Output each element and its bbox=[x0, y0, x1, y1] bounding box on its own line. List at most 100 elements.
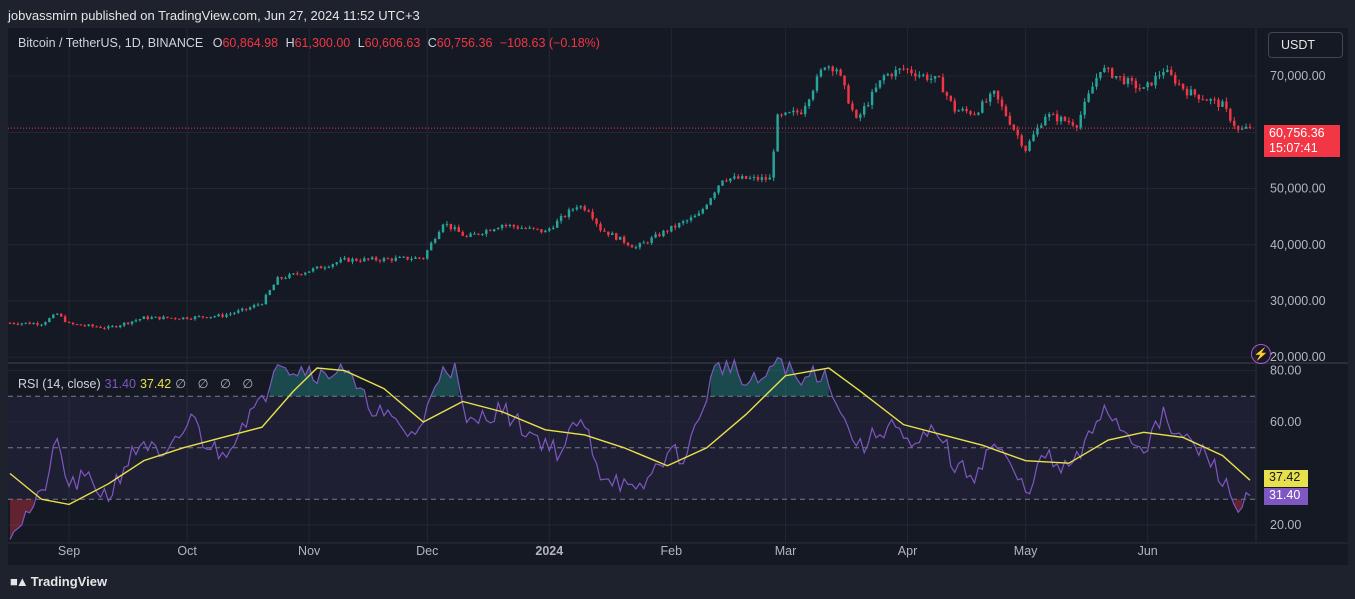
candle-body bbox=[796, 110, 799, 113]
candle-body bbox=[1000, 99, 1004, 107]
candle-body bbox=[422, 258, 425, 260]
candle-body bbox=[677, 223, 681, 228]
candle-body bbox=[646, 242, 649, 244]
candle-body bbox=[1087, 93, 1090, 102]
candle-body bbox=[1233, 120, 1236, 127]
candle-body bbox=[414, 257, 417, 259]
candle-body bbox=[1075, 125, 1079, 128]
candle-body bbox=[670, 225, 673, 232]
candle-body bbox=[1205, 99, 1208, 101]
candle-body bbox=[59, 313, 63, 317]
rsi-legend-value: 31.40 bbox=[104, 377, 136, 391]
candle-body bbox=[1158, 75, 1161, 77]
candle-body bbox=[1142, 87, 1145, 89]
candle-body bbox=[1162, 72, 1165, 76]
candle-body bbox=[1103, 67, 1106, 72]
bolt-icon[interactable]: ⚡ bbox=[1251, 344, 1271, 364]
candle-body bbox=[335, 262, 338, 265]
candle-body bbox=[729, 178, 732, 182]
candle-body bbox=[902, 68, 905, 70]
candle-body bbox=[941, 77, 945, 93]
ohlc-legend: Bitcoin / TetherUS, 1D, BINANCE O60,864.… bbox=[18, 36, 604, 50]
candle-body bbox=[485, 230, 488, 235]
candle-body bbox=[1059, 116, 1063, 122]
candle-body bbox=[953, 100, 956, 112]
candle-body bbox=[626, 242, 630, 246]
chart-canvas[interactable]: Sep Oct Nov Dec 2024 Feb Mar Apr May Jun 70,000.00… bbox=[8, 28, 1348, 565]
candle-body bbox=[292, 273, 295, 275]
candle-body bbox=[181, 317, 185, 320]
candle-body bbox=[618, 236, 622, 240]
candle-body bbox=[1221, 101, 1224, 107]
candle-body bbox=[150, 317, 153, 319]
candle-body bbox=[638, 243, 642, 248]
candle-body bbox=[705, 204, 708, 210]
candle-body bbox=[851, 103, 854, 110]
candle-body bbox=[992, 90, 996, 94]
rsi-axis-label: 60.00 bbox=[1270, 415, 1301, 429]
symbol-label: Bitcoin / TetherUS, 1D, BINANCE bbox=[18, 36, 204, 50]
candle-body bbox=[162, 316, 165, 320]
candle-body bbox=[91, 324, 94, 327]
candle-body bbox=[158, 316, 161, 320]
price-axis-label: 40,000.00 bbox=[1270, 238, 1326, 252]
candle-body bbox=[571, 209, 575, 211]
candle-body bbox=[733, 176, 736, 179]
candle-body bbox=[193, 316, 197, 320]
candle-body bbox=[95, 326, 98, 328]
candle-body bbox=[237, 310, 240, 313]
x-axis-label: Apr bbox=[898, 544, 917, 558]
high-value: 61,300.00 bbox=[294, 36, 351, 50]
candle-body bbox=[965, 108, 968, 112]
rsi-line bbox=[9, 356, 1251, 540]
tradingview-logo[interactable]: ■▲ TradingView bbox=[10, 574, 107, 589]
candle-body bbox=[1063, 116, 1067, 121]
candle-body bbox=[56, 313, 59, 315]
candle-body bbox=[1130, 78, 1134, 81]
candle-body bbox=[1229, 108, 1232, 121]
chart-panel[interactable]: Sep Oct Nov Dec 2024 Feb Mar Apr May Jun 70,000.00… bbox=[8, 28, 1348, 565]
candle-body bbox=[591, 211, 594, 219]
candle-body bbox=[311, 268, 315, 272]
candle-body bbox=[201, 316, 205, 318]
tradingview-logo-icon: ■▲ bbox=[10, 574, 29, 589]
candle-body bbox=[185, 317, 189, 319]
rsi-badge: 31.40 bbox=[1264, 488, 1308, 505]
candle-body bbox=[855, 109, 858, 118]
candle-body bbox=[374, 257, 378, 261]
candle-body bbox=[44, 322, 47, 325]
candle-body bbox=[351, 258, 354, 262]
candle-body bbox=[40, 324, 43, 326]
candle-body bbox=[528, 227, 531, 229]
candle-body bbox=[75, 324, 79, 326]
candle-body bbox=[894, 69, 897, 77]
candle-body bbox=[426, 250, 429, 259]
candle-body bbox=[752, 176, 756, 178]
candle-body bbox=[615, 233, 618, 240]
candle-body bbox=[319, 266, 323, 269]
candle-body bbox=[28, 322, 31, 325]
candle-body bbox=[1240, 128, 1244, 130]
candle-body bbox=[508, 224, 512, 226]
candle-body bbox=[1040, 125, 1043, 128]
candle-body bbox=[465, 235, 468, 237]
candle-body bbox=[288, 274, 291, 279]
candle-body bbox=[788, 112, 791, 114]
rsi-legend: RSI (14, close) 31.40 37.42 ∅ ∅ ∅ ∅ bbox=[18, 376, 257, 391]
candle-body bbox=[740, 176, 744, 179]
candle-body bbox=[264, 294, 268, 305]
candle-body bbox=[1122, 76, 1126, 85]
candle-body bbox=[662, 230, 665, 237]
candle-body bbox=[906, 68, 909, 70]
candle-body bbox=[1099, 71, 1102, 78]
candle-body bbox=[929, 78, 933, 80]
candle-body bbox=[748, 177, 752, 179]
candle-body bbox=[603, 230, 606, 232]
candle-body bbox=[1118, 76, 1122, 78]
candle-body bbox=[481, 234, 484, 236]
candle-body bbox=[469, 233, 472, 237]
candle-body bbox=[863, 106, 866, 115]
candle-body bbox=[154, 316, 157, 318]
candle-body bbox=[1193, 89, 1197, 95]
currency-button[interactable]: USDT bbox=[1268, 32, 1343, 58]
